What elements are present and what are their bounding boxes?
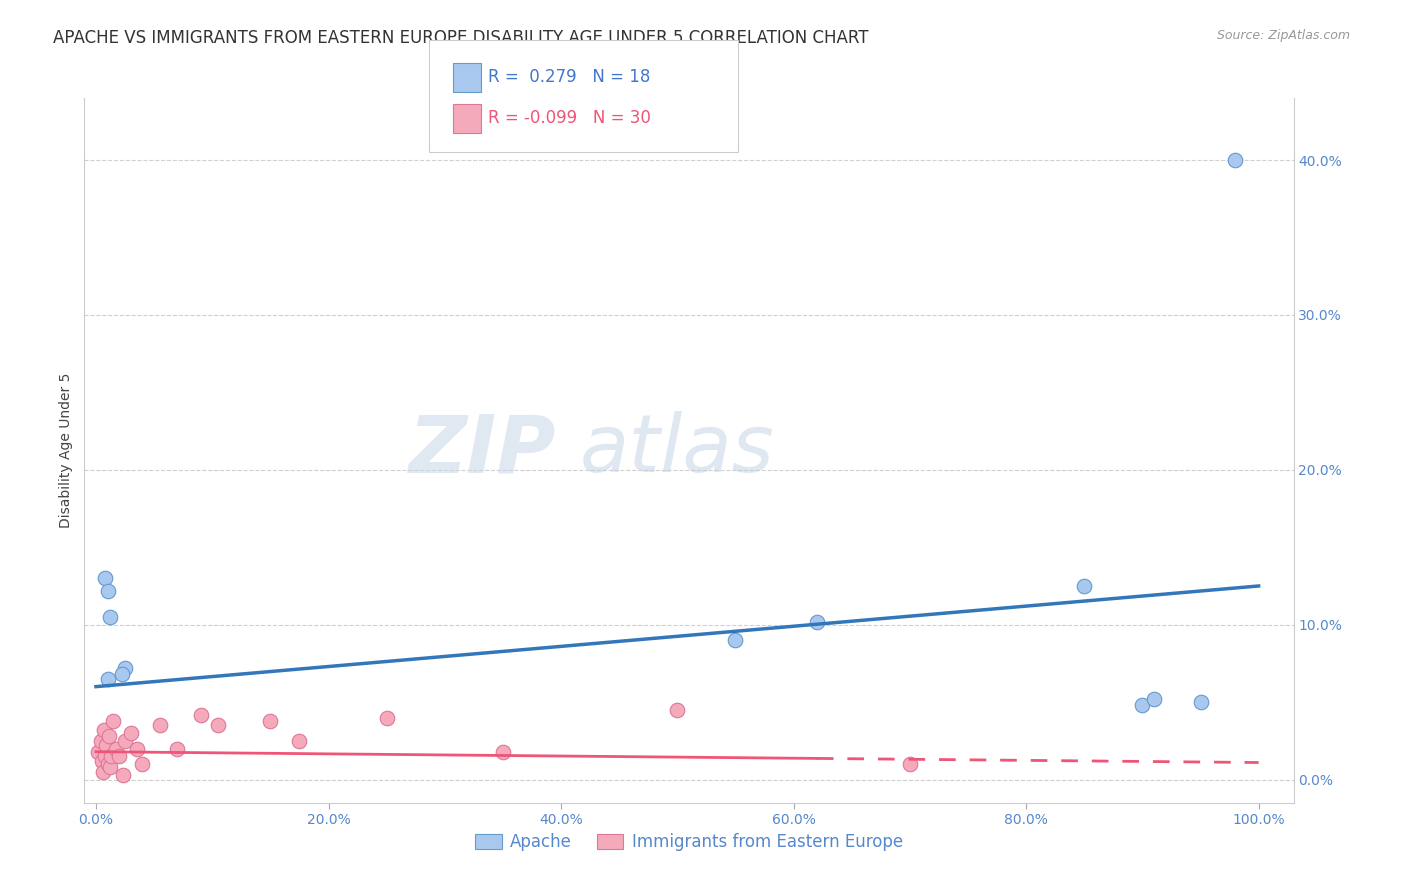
Point <box>96 739 118 753</box>
Point <box>1143 692 1166 706</box>
Text: R =  0.279   N = 18: R = 0.279 N = 18 <box>488 69 650 87</box>
Text: APACHE VS IMMIGRANTS FROM EASTERN EUROPE DISABILITY AGE UNDER 5 CORRELATION CHAR: APACHE VS IMMIGRANTS FROM EASTERN EUROPE… <box>53 29 869 46</box>
Point <box>111 768 134 782</box>
Point <box>1189 695 1212 709</box>
Point <box>120 726 142 740</box>
Point <box>94 749 117 764</box>
Point <box>97 729 120 743</box>
Point <box>207 718 229 732</box>
Text: R = -0.099   N = 30: R = -0.099 N = 30 <box>488 110 651 128</box>
Point <box>288 734 311 748</box>
Point <box>97 672 120 686</box>
Point <box>97 757 120 772</box>
Point <box>492 745 515 759</box>
Point <box>166 741 188 756</box>
Point <box>100 749 122 764</box>
Point <box>149 718 172 732</box>
Point <box>98 760 121 774</box>
Point <box>87 745 110 759</box>
Point <box>98 610 121 624</box>
Point <box>131 757 153 772</box>
Text: Source: ZipAtlas.com: Source: ZipAtlas.com <box>1216 29 1350 42</box>
Point <box>1073 579 1095 593</box>
Point <box>103 714 125 728</box>
Point <box>104 741 127 756</box>
Point <box>94 571 117 585</box>
Point <box>114 661 136 675</box>
Point <box>190 707 212 722</box>
Point <box>108 749 131 764</box>
Point <box>259 714 281 728</box>
Point <box>375 711 398 725</box>
Point <box>93 723 115 737</box>
Point <box>666 703 689 717</box>
Legend: Apache, Immigrants from Eastern Europe: Apache, Immigrants from Eastern Europe <box>468 827 910 858</box>
Point <box>1225 153 1247 167</box>
Point <box>90 754 112 768</box>
Point <box>806 615 828 629</box>
Point <box>91 764 114 779</box>
Point <box>110 667 132 681</box>
Text: atlas: atlas <box>581 411 775 490</box>
Point <box>1132 698 1154 713</box>
Point <box>125 741 148 756</box>
Y-axis label: Disability Age Under 5: Disability Age Under 5 <box>59 373 73 528</box>
Point <box>114 734 136 748</box>
Point <box>90 734 112 748</box>
Point <box>898 757 921 772</box>
Point <box>97 583 120 598</box>
Text: ZIP: ZIP <box>409 411 555 490</box>
Point <box>724 633 747 648</box>
